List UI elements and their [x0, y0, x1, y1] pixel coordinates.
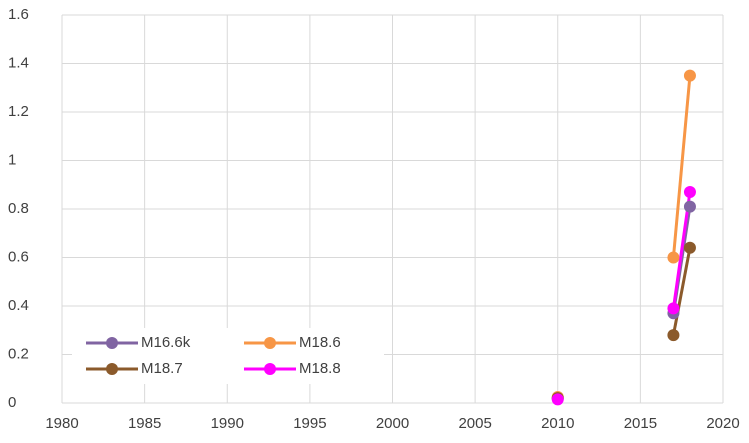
data-point	[551, 393, 564, 406]
x-tick-label: 1995	[293, 415, 326, 432]
x-tick-label: 2010	[541, 415, 574, 432]
legend-marker	[106, 363, 118, 375]
x-tick-label: 1985	[128, 415, 161, 432]
y-tick-label: 1.6	[8, 6, 29, 23]
x-tick-label: 1990	[211, 415, 244, 432]
legend-marker	[106, 337, 118, 349]
x-tick-label: 2015	[624, 415, 657, 432]
data-point	[667, 329, 680, 342]
legend-box	[72, 328, 384, 384]
y-tick-label: 1	[8, 151, 16, 168]
y-tick-label: 1.2	[8, 103, 29, 120]
data-point	[683, 200, 696, 213]
data-point	[683, 69, 696, 82]
legend-label: M16.6k	[141, 334, 191, 351]
data-point	[667, 251, 680, 264]
legend-marker	[264, 337, 276, 349]
series-line	[671, 75, 692, 258]
y-tick-label: 0.8	[8, 200, 29, 217]
x-tick-label: 1980	[45, 415, 78, 432]
y-tick-label: 0	[8, 394, 16, 411]
legend-label: M18.8	[299, 360, 341, 377]
y-tick-label: 0.2	[8, 345, 29, 362]
x-tick-label: 2005	[458, 415, 491, 432]
x-tick-label: 2000	[376, 415, 409, 432]
legend-label: M18.6	[299, 334, 341, 351]
legend-marker	[264, 363, 276, 375]
data-point	[667, 302, 680, 315]
legend-label: M18.7	[141, 360, 183, 377]
y-tick-label: 0.4	[8, 297, 29, 314]
series-line	[671, 247, 692, 336]
y-tick-label: 0.6	[8, 248, 29, 265]
y-tick-label: 1.4	[8, 54, 29, 71]
x-tick-label: 2020	[706, 415, 739, 432]
data-point	[683, 186, 696, 199]
data-point	[683, 241, 696, 254]
